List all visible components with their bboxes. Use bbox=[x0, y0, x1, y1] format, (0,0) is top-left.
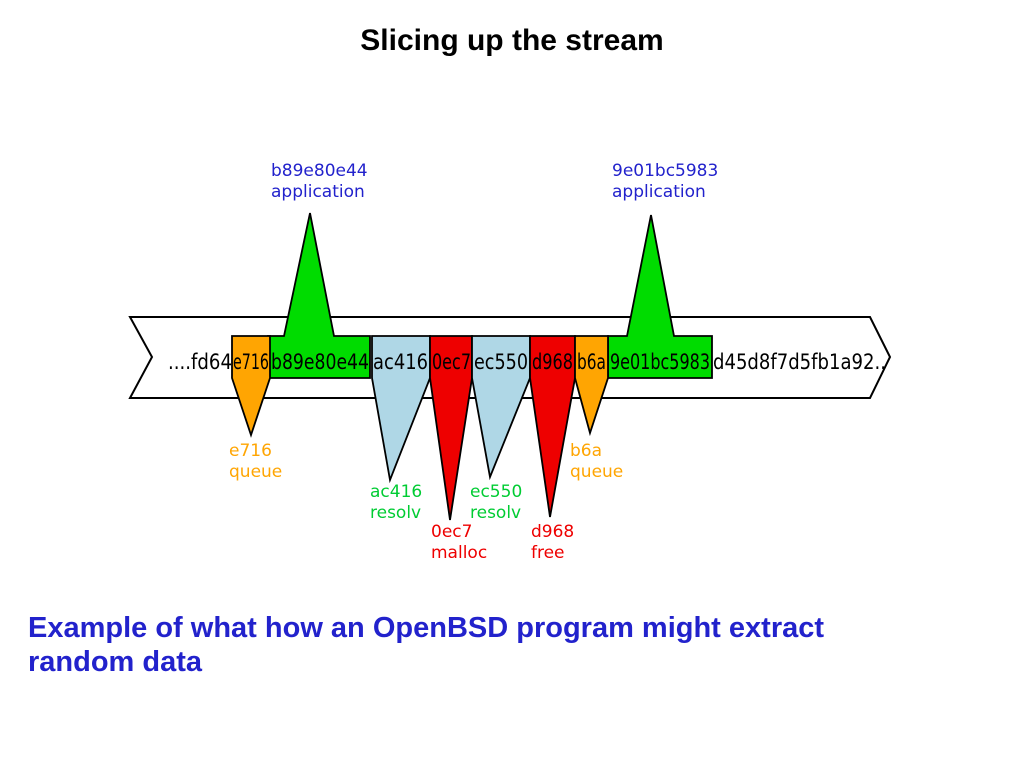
slide-caption-line1: Example of what how an OpenBSD program m… bbox=[28, 612, 825, 644]
label-malloc-key: 0ec7 bbox=[431, 522, 473, 542]
label-application-2-key: 9e01bc5983 bbox=[612, 161, 719, 181]
segment-shape-resolv-2 bbox=[471, 335, 531, 481]
label-malloc-consumer: malloc bbox=[431, 543, 488, 563]
segment-shape-queue-2 bbox=[574, 335, 609, 437]
segment-shape-malloc bbox=[429, 335, 473, 521]
label-queue-1-key: e716 bbox=[229, 441, 272, 461]
stream-text-ec550: ec550 bbox=[474, 350, 528, 375]
slide-caption: Example of what how an OpenBSD program m… bbox=[28, 611, 868, 679]
label-resolv-2: ec550 resolv bbox=[470, 482, 522, 524]
segment-shape-resolv-1 bbox=[371, 335, 431, 484]
label-resolv-1-key: ac416 bbox=[370, 482, 423, 502]
label-malloc: 0ec7 malloc bbox=[431, 522, 487, 564]
slide-title: Slicing up the stream bbox=[360, 24, 664, 57]
label-queue-2-key: b6a bbox=[570, 441, 603, 461]
segment-shape-queue-1 bbox=[231, 335, 271, 438]
stream-text-b89e80e44: b89e80e44 bbox=[271, 350, 369, 375]
segment-shape-free bbox=[529, 335, 576, 518]
label-free-key: d968 bbox=[531, 522, 575, 542]
stream-text-0ec7: 0ec7 bbox=[432, 350, 471, 375]
label-queue-2-consumer: queue bbox=[570, 462, 624, 482]
segment-shape-application-1 bbox=[267, 212, 371, 379]
label-application-1-consumer: application bbox=[271, 182, 365, 202]
label-resolv-2-key: ec550 bbox=[470, 482, 523, 502]
slide-caption-line2: random data bbox=[28, 646, 203, 678]
stream-text-b6a: b6a bbox=[577, 350, 606, 375]
stream-text-ac416: ac416 bbox=[373, 350, 428, 375]
label-application-1: b89e80e44 application bbox=[271, 161, 368, 203]
label-free: d968 free bbox=[531, 522, 574, 564]
label-application-2: 9e01bc5983 application bbox=[612, 161, 718, 203]
label-free-consumer: free bbox=[531, 543, 565, 563]
segment-shape-application-2 bbox=[607, 214, 713, 379]
stream-text-9e01bc5983: 9e01bc5983 bbox=[610, 350, 710, 375]
label-queue-1: e716 queue bbox=[229, 441, 282, 483]
label-resolv-2-consumer: resolv bbox=[470, 503, 522, 523]
label-application-2-consumer: application bbox=[612, 182, 706, 202]
stream-text-suffix: d45d8f7d5fb1a92.. bbox=[713, 350, 886, 375]
stream-text-prefix: ....fd64 bbox=[168, 350, 232, 375]
label-resolv-1-consumer: resolv bbox=[370, 503, 422, 523]
label-application-1-key: b89e80e44 bbox=[271, 161, 368, 181]
label-queue-2: b6a queue bbox=[570, 441, 623, 483]
label-resolv-1: ac416 resolv bbox=[370, 482, 422, 524]
label-queue-1-consumer: queue bbox=[229, 462, 283, 482]
stream-text-d968: d968 bbox=[532, 350, 573, 375]
stream-text-e716: e716 bbox=[233, 350, 269, 375]
